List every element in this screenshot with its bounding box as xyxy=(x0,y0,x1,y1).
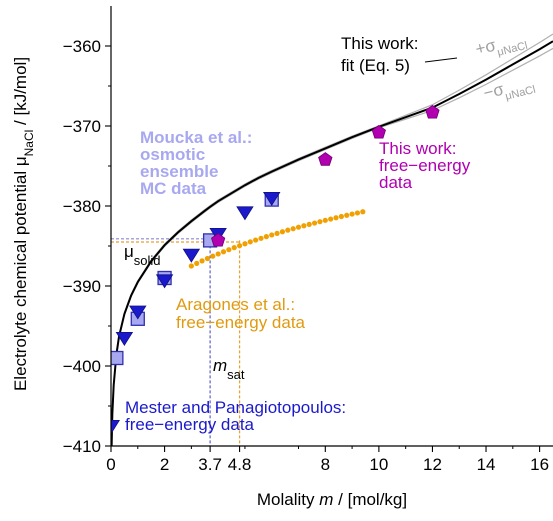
annotation-mester: Mester and Panagiotopoulos:free−energy d… xyxy=(125,398,346,434)
aragones-point xyxy=(274,230,280,236)
aragones-point xyxy=(236,243,243,249)
aragones-point xyxy=(322,217,328,223)
annotation-this-work-fit-line: This work: xyxy=(341,34,418,53)
y-tick-label: −380 xyxy=(63,197,101,216)
x-tick-label: 3.7 xyxy=(198,455,222,474)
this-work-point xyxy=(425,104,440,119)
mester-point xyxy=(182,248,201,263)
mu-solid-label: μsolid xyxy=(124,242,161,268)
aragones-point xyxy=(253,237,259,243)
aragones-point xyxy=(349,211,355,217)
x-tick-label: 12 xyxy=(423,455,442,474)
aragones-point xyxy=(210,253,216,259)
x-tick-label: 16 xyxy=(530,455,549,474)
annotation-mester-line: free−energy data xyxy=(125,415,255,434)
band-label-plus: +σμNaCl xyxy=(473,28,529,64)
aragones-point xyxy=(204,255,211,262)
fit-band-lower xyxy=(111,47,553,446)
fit-curve-line xyxy=(111,40,553,446)
aragones-point xyxy=(231,245,237,251)
aragones-point xyxy=(301,223,307,229)
aragones-point xyxy=(328,216,334,222)
aragones-point xyxy=(290,226,296,232)
m-sat-label: msat xyxy=(213,356,245,382)
aragones-point xyxy=(247,239,253,245)
mester-point xyxy=(115,331,134,346)
annotation-leader xyxy=(424,57,458,63)
x-tick-label: 4.8 xyxy=(228,455,252,474)
aragones-point xyxy=(226,247,232,253)
moucka-point xyxy=(111,350,124,366)
aragones-point xyxy=(354,210,361,216)
aragones-point xyxy=(311,220,318,226)
aragones-point xyxy=(285,227,291,233)
aragones-point xyxy=(242,241,248,247)
annotation-aragones: Aragones et al.:free−energy data xyxy=(176,295,306,332)
aragones-point xyxy=(194,260,200,266)
annotation-aragones-line: free−energy data xyxy=(176,313,306,332)
annotation-this-work-fe-line: This work: xyxy=(379,139,456,158)
aragones-point xyxy=(215,251,221,257)
x-tick-label: 8 xyxy=(321,455,330,474)
aragones-point xyxy=(258,235,264,241)
aragones-point xyxy=(188,263,194,269)
aragones-point xyxy=(263,234,269,240)
mester-point xyxy=(236,206,254,221)
aragones-point xyxy=(199,258,205,264)
annotation-this-work-fit-line: fit (Eq. 5) xyxy=(341,56,410,75)
y-axis-label: Electrolyte chemical potential μNaCl / [… xyxy=(11,57,36,391)
y-tick-label: −410 xyxy=(63,437,101,456)
x-tick-label: 14 xyxy=(477,455,496,474)
this-work-point xyxy=(318,152,333,166)
mester-point xyxy=(155,274,174,289)
aragones-point xyxy=(220,249,227,255)
aragones-point xyxy=(360,209,366,215)
aragones-point xyxy=(269,232,275,238)
aragones-point xyxy=(295,224,302,230)
mester-point xyxy=(129,305,147,320)
x-tick-label: 0 xyxy=(106,455,115,474)
y-tick-label: −370 xyxy=(63,117,101,136)
annotation-moucka-line: osmotic xyxy=(140,145,205,164)
aragones-point xyxy=(333,215,339,221)
x-tick-label: 10 xyxy=(369,455,388,474)
y-tick-label: −390 xyxy=(63,277,101,296)
mester-point xyxy=(263,191,281,206)
annotation-moucka-line: MC data xyxy=(140,179,207,198)
annotation-this-work-fe-line: free−energy xyxy=(379,156,471,175)
this-work-point xyxy=(371,124,386,139)
annotation-aragones-line: Aragones et al.: xyxy=(176,295,295,314)
x-axis-label: Molality m / [mol/kg] xyxy=(257,490,407,509)
aragones-point xyxy=(344,212,350,218)
this-work-point xyxy=(211,232,226,247)
aragones-point xyxy=(338,213,344,220)
aragones-point xyxy=(317,219,323,225)
y-tick-label: −360 xyxy=(63,37,101,56)
annotation-mester-line: Mester and Panagiotopoulos: xyxy=(125,398,346,417)
aragones-point xyxy=(279,229,286,235)
x-tick-label: 2 xyxy=(160,455,169,474)
annotation-moucka-line: ensemble xyxy=(140,162,218,181)
annotation-moucka-line: Moucka et al.: xyxy=(140,128,252,147)
annotation-this-work-fit: This work: fit (Eq. 5) xyxy=(341,34,418,75)
annotation-this-work-fe-line: data xyxy=(379,173,413,192)
aragones-point xyxy=(306,221,312,227)
y-tick-label: −400 xyxy=(63,357,101,376)
